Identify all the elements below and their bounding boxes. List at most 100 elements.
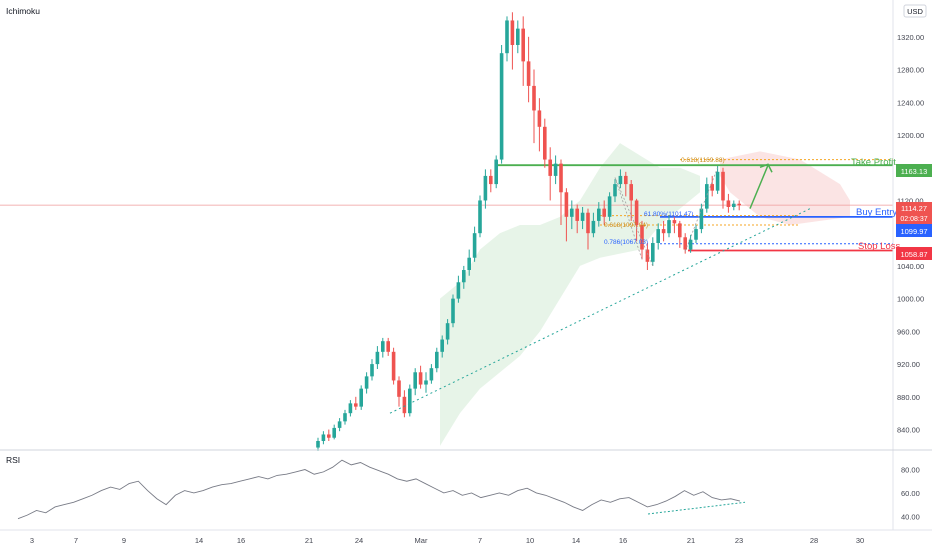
candle-body bbox=[570, 208, 574, 217]
fib-tp-label: 0.618(1169.88) bbox=[681, 157, 725, 164]
candle-body bbox=[618, 175, 623, 185]
time-tick: 7 bbox=[74, 536, 78, 545]
buy-entry-label: Buy Entry bbox=[856, 207, 897, 218]
candle-body bbox=[591, 220, 596, 234]
candle-body bbox=[321, 434, 326, 441]
candle-body bbox=[607, 196, 612, 217]
candle-body bbox=[553, 163, 558, 176]
take-profit-label: Take Profit bbox=[851, 157, 896, 168]
zigzag bbox=[614, 177, 654, 267]
time-tick: Mar bbox=[415, 536, 428, 545]
fib-entry-label-a: 61.80%(1101.47) bbox=[644, 211, 693, 218]
svg-text:1114.27: 1114.27 bbox=[901, 204, 927, 213]
time-tick: 14 bbox=[572, 536, 580, 545]
candle-body bbox=[516, 28, 520, 45]
candle-body bbox=[472, 233, 477, 258]
rsi-pane bbox=[17, 459, 746, 520]
currency-button[interactable]: USD bbox=[903, 4, 927, 18]
price-tick: 1280.00 bbox=[897, 66, 924, 75]
time-tick: 23 bbox=[735, 536, 743, 545]
time-tick: 21 bbox=[305, 536, 313, 545]
ichimoku-cloud bbox=[440, 143, 850, 446]
candle-body bbox=[343, 413, 347, 422]
candle-body bbox=[408, 388, 412, 414]
candle-body bbox=[694, 229, 698, 240]
candle-body bbox=[721, 171, 725, 201]
candle-body bbox=[440, 339, 444, 352]
candle-body bbox=[478, 200, 482, 234]
candle-body bbox=[391, 351, 396, 381]
cloud-bullish bbox=[440, 143, 700, 446]
price-tick: 1040.00 bbox=[897, 262, 924, 271]
rsi-label: RSI bbox=[6, 455, 20, 465]
candle-body bbox=[494, 159, 498, 185]
rsi-axis: 80.00 60.00 40.00 bbox=[901, 466, 920, 522]
price-tick: 920.00 bbox=[897, 360, 920, 369]
price-tick: 1320.00 bbox=[897, 33, 924, 42]
candle-body bbox=[537, 110, 542, 127]
time-tick: 21 bbox=[687, 536, 695, 545]
candle-body bbox=[359, 388, 363, 407]
candle-body bbox=[467, 257, 471, 270]
candle-body bbox=[683, 237, 687, 250]
time-tick: 24 bbox=[355, 536, 363, 545]
time-tick: 16 bbox=[237, 536, 245, 545]
target-arrow bbox=[749, 164, 769, 209]
candle-body bbox=[688, 239, 693, 250]
candle-body bbox=[597, 208, 601, 221]
candle-body bbox=[656, 229, 660, 243]
candle-body bbox=[532, 85, 536, 111]
candle-body bbox=[327, 434, 331, 438]
price-tick: 1000.00 bbox=[897, 295, 924, 304]
candle-body bbox=[715, 171, 720, 191]
candle-body bbox=[726, 200, 731, 207]
time-axis[interactable]: 3 7 9 14 16 21 24 Mar 7 10 14 16 21 23 28 30 bbox=[30, 536, 864, 545]
candle-body bbox=[316, 441, 320, 448]
time-tick: 28 bbox=[810, 536, 818, 545]
candle-body bbox=[483, 175, 488, 201]
zigzag-2 bbox=[684, 167, 718, 252]
price-tick: 960.00 bbox=[897, 327, 920, 336]
countdown: 02:08:37 bbox=[900, 216, 927, 223]
candle-body bbox=[575, 208, 579, 221]
rsi-tick: 60.00 bbox=[901, 489, 920, 498]
time-tick: 3 bbox=[30, 536, 34, 545]
candle-body bbox=[661, 229, 666, 234]
candle-body bbox=[634, 200, 639, 225]
candle-body bbox=[699, 208, 704, 230]
candle-body bbox=[332, 427, 336, 438]
candle-body bbox=[375, 351, 380, 365]
candle-body bbox=[418, 372, 423, 385]
candle-body bbox=[548, 159, 552, 176]
candle-body bbox=[580, 212, 585, 221]
fib-sl-label: 0.786(1067.03) bbox=[604, 239, 648, 246]
candle-body bbox=[337, 421, 342, 428]
candle-body bbox=[737, 203, 741, 206]
time-tick: 30 bbox=[856, 536, 864, 545]
candle-body bbox=[397, 380, 401, 397]
time-tick: 10 bbox=[526, 536, 534, 545]
candle-body bbox=[672, 220, 677, 224]
rsi-line bbox=[17, 459, 741, 520]
candle-body bbox=[462, 270, 466, 283]
candle-body bbox=[381, 341, 385, 352]
stop-loss-label: Stop Loss bbox=[858, 241, 900, 252]
candle-body bbox=[456, 282, 461, 299]
candle-body bbox=[510, 20, 515, 45]
candle-body bbox=[445, 323, 450, 340]
fib-entry-label-b: 0.618(1097.04) bbox=[604, 222, 648, 229]
time-tick: 14 bbox=[195, 536, 203, 545]
candle-body bbox=[451, 298, 455, 324]
time-tick: 9 bbox=[122, 536, 126, 545]
price-tick: 1120.00 bbox=[897, 196, 924, 205]
buy-entry-badge: 1099.97 bbox=[896, 224, 932, 237]
target-arrowhead bbox=[759, 163, 773, 173]
candle-body bbox=[348, 403, 353, 414]
candle-body bbox=[386, 341, 390, 352]
cloud-bearish bbox=[720, 151, 850, 225]
candle-body bbox=[370, 364, 374, 377]
candle-body bbox=[705, 184, 709, 209]
price-tick: 840.00 bbox=[897, 426, 920, 435]
candle-body bbox=[602, 208, 606, 217]
